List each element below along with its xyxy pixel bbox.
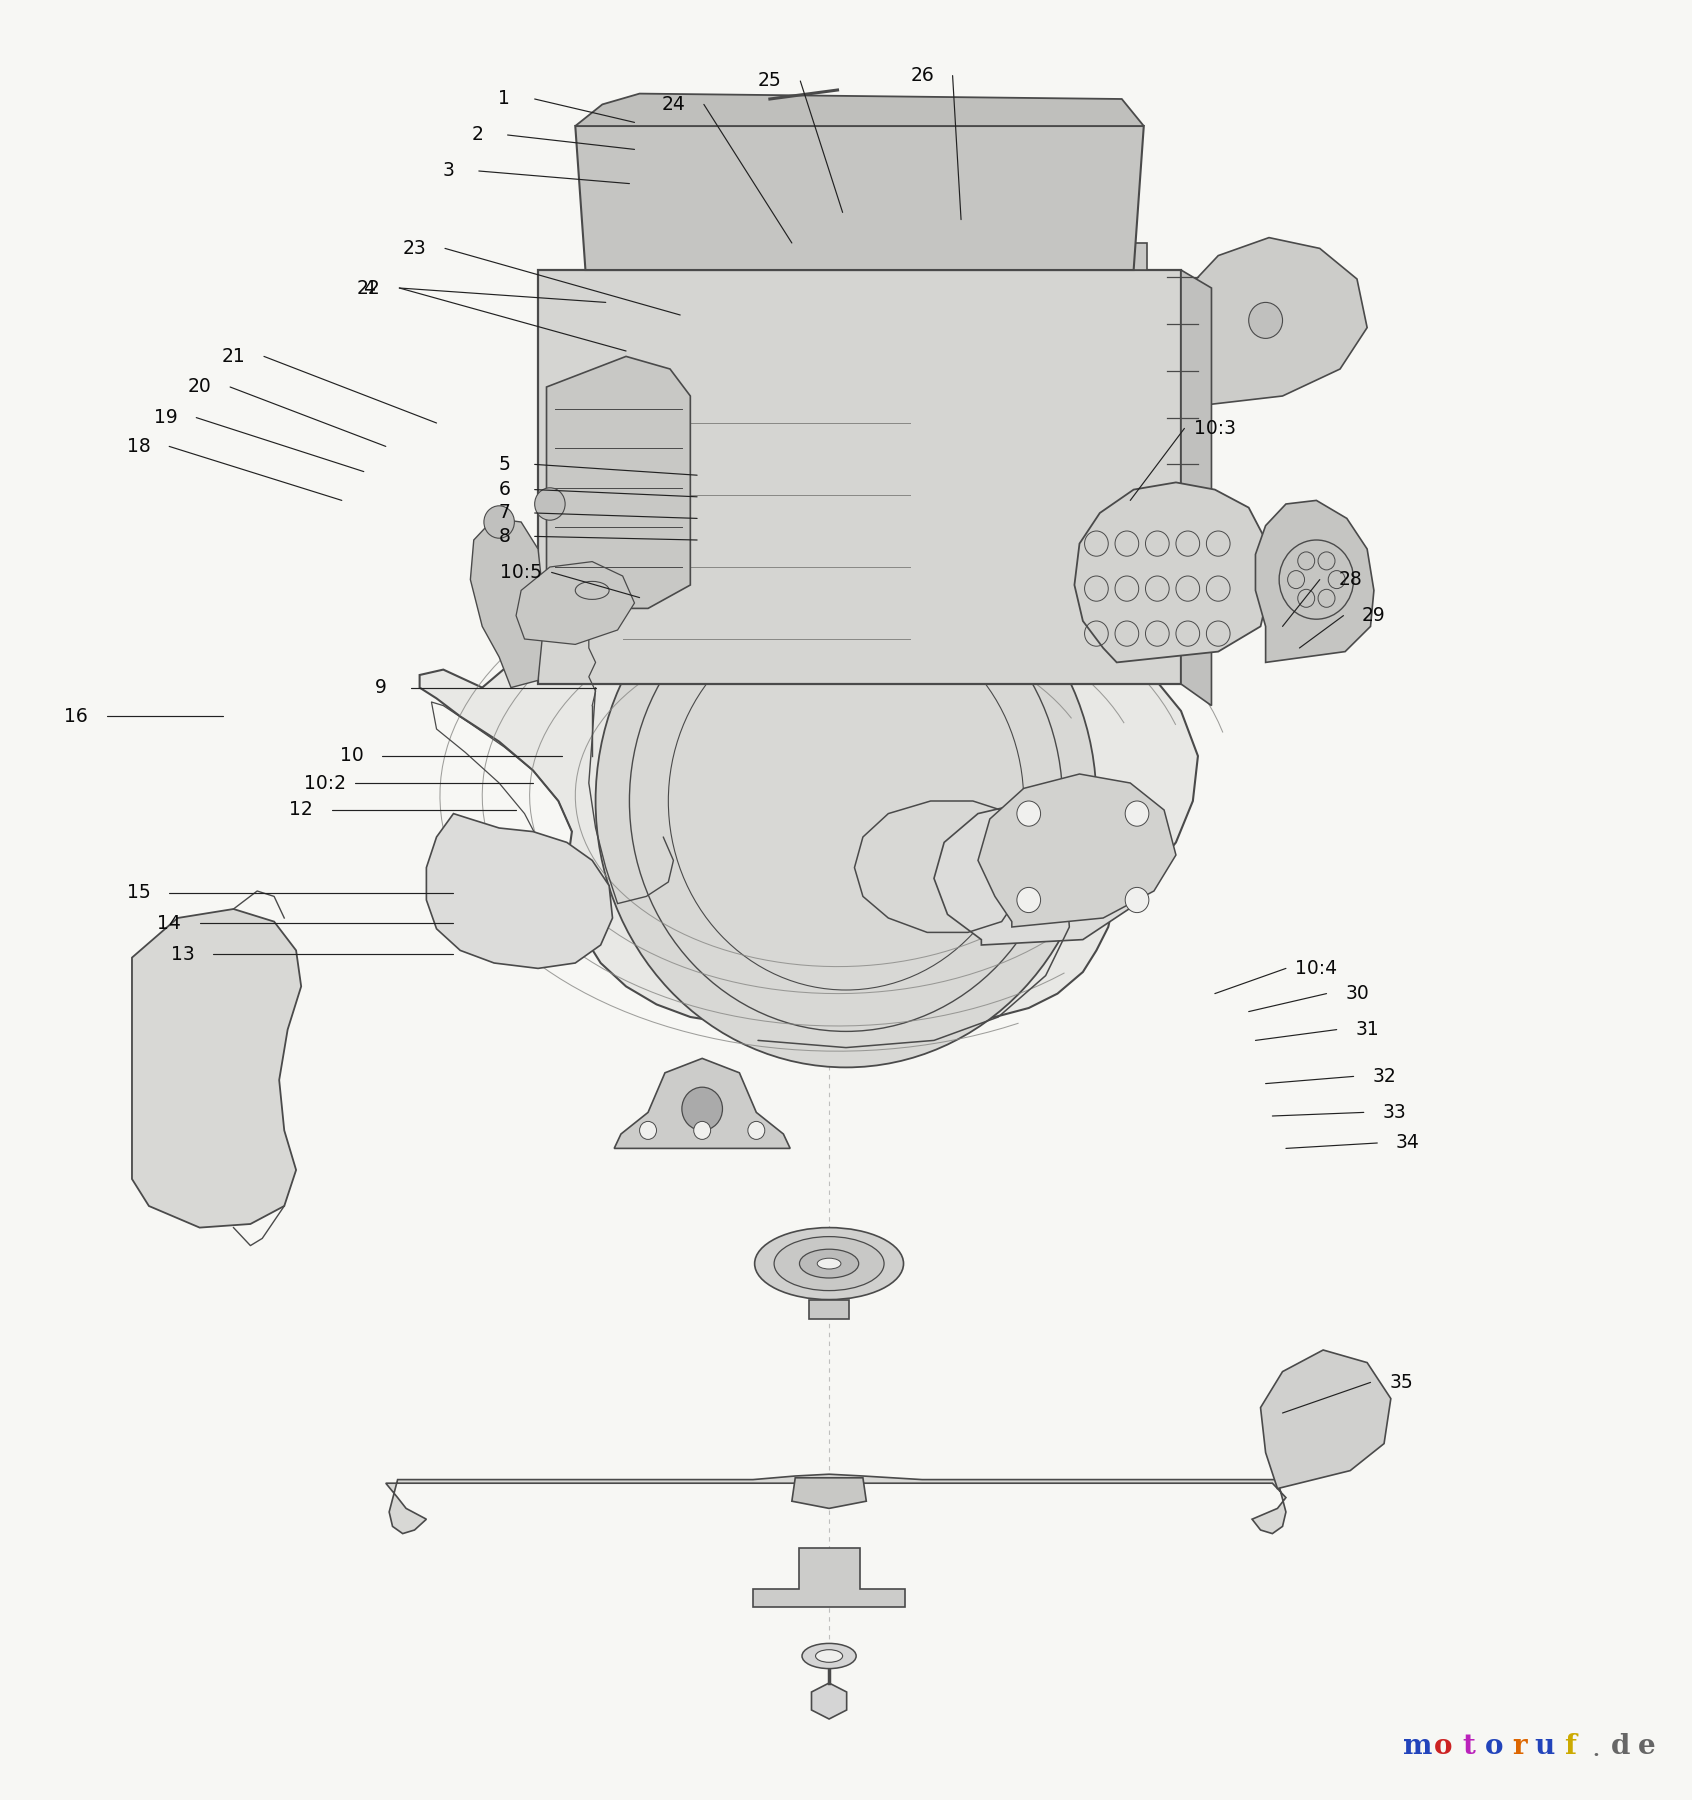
Polygon shape: [538, 270, 1181, 684]
Ellipse shape: [816, 1649, 843, 1663]
Text: 21: 21: [222, 347, 245, 365]
Polygon shape: [1255, 500, 1374, 662]
Circle shape: [694, 1121, 711, 1139]
Text: 7: 7: [497, 504, 511, 522]
Text: 4: 4: [362, 279, 376, 297]
Text: 9: 9: [374, 679, 387, 697]
Text: 15: 15: [127, 884, 151, 902]
Ellipse shape: [575, 581, 609, 599]
Text: 10:3: 10:3: [1195, 419, 1235, 437]
Text: m: m: [1403, 1733, 1433, 1760]
Polygon shape: [753, 1548, 905, 1607]
Polygon shape: [426, 814, 613, 968]
Circle shape: [1125, 801, 1149, 826]
Polygon shape: [614, 243, 1147, 270]
Text: 25: 25: [758, 72, 782, 90]
Text: 12: 12: [289, 801, 313, 819]
Polygon shape: [812, 1683, 846, 1719]
Ellipse shape: [817, 1258, 841, 1269]
Polygon shape: [386, 1474, 1286, 1534]
Text: 2: 2: [470, 126, 484, 144]
Polygon shape: [132, 909, 301, 1228]
Text: 20: 20: [188, 378, 212, 396]
Ellipse shape: [773, 1237, 883, 1291]
Polygon shape: [575, 126, 1144, 270]
Text: 22: 22: [357, 279, 381, 297]
Circle shape: [640, 1121, 656, 1139]
Polygon shape: [1261, 1350, 1391, 1489]
Text: 33: 33: [1382, 1103, 1406, 1121]
Polygon shape: [575, 94, 1144, 126]
Text: 16: 16: [64, 707, 88, 725]
Text: 5: 5: [497, 455, 511, 473]
Text: 13: 13: [171, 945, 195, 963]
Text: t: t: [1462, 1733, 1475, 1760]
Text: 6: 6: [497, 481, 511, 499]
Text: .: .: [1592, 1742, 1599, 1760]
Text: 3: 3: [442, 162, 455, 180]
Polygon shape: [978, 774, 1176, 927]
Circle shape: [1125, 887, 1149, 913]
Text: 29: 29: [1362, 607, 1386, 625]
Text: 23: 23: [403, 239, 426, 257]
Circle shape: [748, 1121, 765, 1139]
Circle shape: [484, 506, 514, 538]
Text: 10:2: 10:2: [305, 774, 345, 792]
Text: 10: 10: [340, 747, 364, 765]
Text: d: d: [1611, 1733, 1631, 1760]
Polygon shape: [516, 562, 634, 644]
Polygon shape: [420, 590, 1198, 1022]
Polygon shape: [1171, 238, 1367, 405]
Circle shape: [596, 535, 1096, 1067]
Ellipse shape: [802, 1643, 856, 1669]
Polygon shape: [614, 1058, 790, 1148]
Text: 30: 30: [1345, 985, 1369, 1003]
Polygon shape: [1181, 270, 1211, 706]
Circle shape: [1249, 302, 1283, 338]
Text: 32: 32: [1372, 1067, 1396, 1085]
Text: 26: 26: [910, 67, 934, 85]
Circle shape: [565, 569, 619, 626]
Text: 14: 14: [157, 914, 181, 932]
Circle shape: [1017, 887, 1041, 913]
Text: 10:5: 10:5: [501, 563, 541, 581]
Text: o: o: [1435, 1733, 1452, 1760]
Text: f: f: [1563, 1733, 1577, 1760]
Text: 8: 8: [497, 527, 511, 545]
Text: 10:4: 10:4: [1296, 959, 1337, 977]
Text: r: r: [1513, 1733, 1526, 1760]
Text: u: u: [1535, 1733, 1555, 1760]
Polygon shape: [809, 1300, 849, 1319]
Text: 19: 19: [154, 409, 178, 427]
Text: e: e: [1638, 1733, 1655, 1760]
Text: 34: 34: [1396, 1134, 1420, 1152]
Polygon shape: [547, 356, 690, 608]
Polygon shape: [470, 518, 545, 688]
Circle shape: [535, 488, 565, 520]
Polygon shape: [934, 801, 1147, 945]
Text: o: o: [1486, 1733, 1502, 1760]
Ellipse shape: [799, 1249, 858, 1278]
Text: 1: 1: [497, 90, 511, 108]
Circle shape: [682, 1087, 722, 1130]
Text: 28: 28: [1338, 571, 1362, 589]
Ellipse shape: [755, 1228, 904, 1300]
Circle shape: [1017, 801, 1041, 826]
Text: 31: 31: [1355, 1021, 1379, 1039]
Polygon shape: [1074, 482, 1269, 662]
Text: 35: 35: [1389, 1373, 1413, 1391]
Text: 24: 24: [662, 95, 685, 113]
Polygon shape: [792, 1478, 866, 1508]
Text: 18: 18: [127, 437, 151, 455]
